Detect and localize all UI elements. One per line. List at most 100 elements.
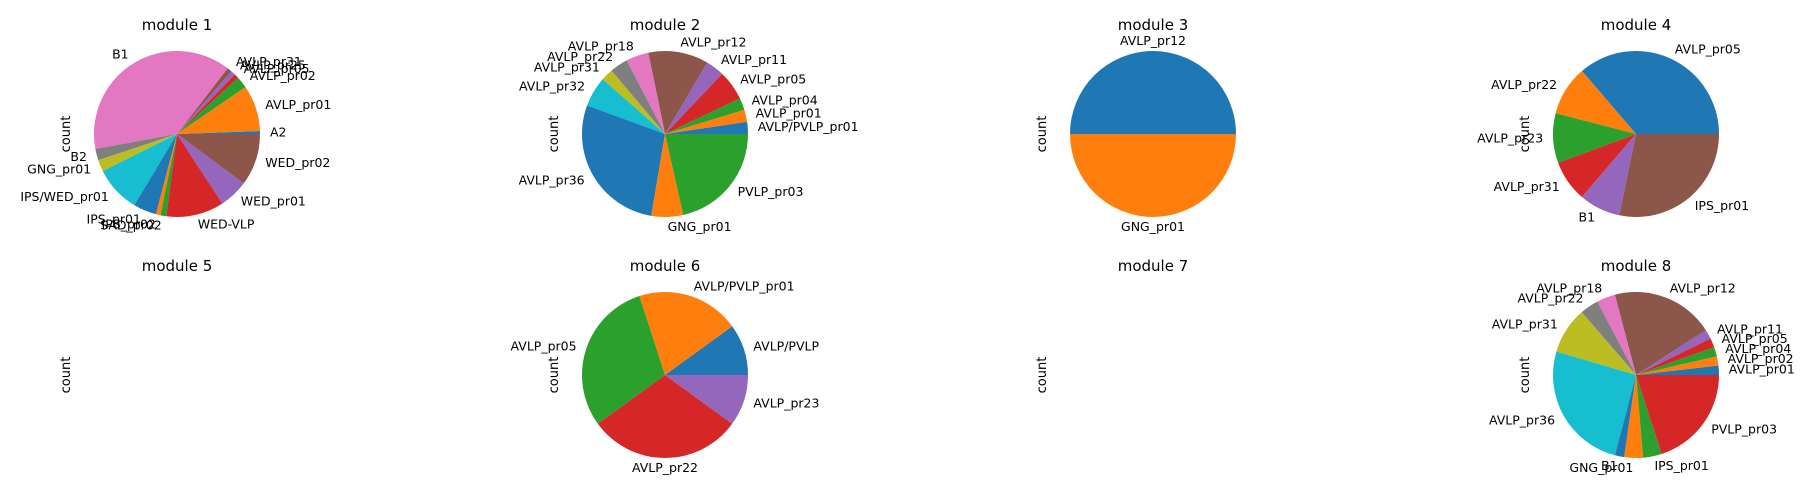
chart-title: module 4 [1601,16,1672,34]
slice-label: AVLP/PVLP_pr01 [758,119,859,134]
pie-slice [94,51,228,149]
pie-slice [177,134,244,204]
pie-slice [1555,71,1636,134]
y-axis-label: count [1035,357,1050,394]
slice-label: WED_pr02 [265,155,330,170]
pie-slice [665,109,748,134]
pie-slice [581,105,665,216]
pie-slice [1636,338,1715,375]
slice-label: B2 [70,149,87,164]
pie-slice [177,77,246,134]
chart-title: module 5 [142,257,213,275]
pie-slice [581,296,665,424]
y-axis-label: count [1518,357,1533,394]
pie-slice [1636,365,1719,375]
slice-label: AVLP_pr32 [519,79,585,94]
slice-label: IPS_pr01 [1654,458,1708,473]
pie-slice [665,134,748,215]
slice-label: PVLP_pr03 [1711,422,1777,437]
pie-module-8: module 8 count AVLP_pr01AVLP_pr02AVLP_pr04… [1489,257,1795,475]
pie-slice [665,73,740,134]
pie-slice [1636,330,1711,375]
slice-label: AVLP_pr18 [1536,280,1602,295]
pie-slice [1558,134,1636,197]
pie-slice [648,51,708,134]
pie-slice [160,134,177,217]
slice-label: AVLP_pr11 [721,52,787,67]
slice-label: AVLP/PVLP_pr01 [694,279,795,294]
pie-slice [1070,51,1236,134]
pie-module-4: module 4 count AVLP_pr05 AVLP_pr22 AVLP_pr23… [1477,16,1749,224]
pie-slice [166,134,223,218]
chart-title: module 8 [1601,257,1672,275]
pie-module-6: module 6 count AVLP/PVLP AVLP/PVLP_pr01 AVLP… [511,257,820,475]
pie-slice [665,121,748,134]
slice-label: WED_pr01 [241,194,306,209]
slice-label: SAD_pr02 [100,218,162,233]
pie-slice [1553,113,1636,163]
pie-slice [1636,356,1719,375]
pie-slice [177,74,239,134]
chart-title: module 2 [630,16,701,34]
chart-title: module 7 [1118,257,1189,275]
slice-label: AVLP_pr22 [1491,77,1557,92]
y-axis-label: count [1518,116,1533,153]
slice-label: AVLP_pr25 [240,57,306,72]
pie-slice [1636,375,1719,454]
slice-label: AVLP_pr01 [1729,362,1795,377]
pie-slice [1636,375,1662,458]
slice-label: IPS/WED_pr01 [20,189,108,204]
slice-label: WED-VLP [198,217,255,232]
pie-module-5: module 5 count [59,257,212,393]
slice-label: AVLP_pr11 [1717,321,1783,336]
pie-slice [98,134,177,172]
slice-label: GNG_pr01 [27,162,91,177]
pie-slice [639,291,733,375]
slice-label: AVLP_pr31 [236,54,302,69]
pie-slice [177,134,260,184]
pie-slice [602,70,665,134]
slice-label: AVLP_pr04 [752,92,818,107]
pie-slice [665,62,723,134]
pie-slice [1624,375,1644,459]
slice-label: A2 [270,124,287,139]
pie-slice [177,71,235,134]
slice-label: AVLP_pr02 [250,68,316,83]
slice-label: AVLP_pr12 [1120,33,1186,48]
pie-slice [1581,134,1636,216]
y-axis-label: count [59,357,74,394]
slice-label: AVLP_pr05 [244,61,310,76]
pie-slice [1619,134,1719,217]
slice-label: AVLP_pr02 [1728,351,1794,366]
slice-label: IPS_pr02 [102,217,156,232]
pie-slice [134,134,177,215]
pie-slice [1581,51,1719,134]
chart-title: module 6 [630,257,701,275]
pie-slice [665,375,748,424]
pie-slice [177,86,260,134]
slice-label: AVLP_pr18 [568,38,634,53]
slice-label: AVLP_pr22 [547,49,613,64]
slice-label: AVLP_pr05 [740,71,806,86]
pie-slice [102,134,177,206]
pie-slice [1556,312,1636,375]
slice-label: PVLP_pr03 [738,184,804,199]
slice-label: B1 [1579,209,1596,224]
slice-label: AVLP_pr01 [265,97,331,112]
pie-slice [587,79,665,134]
pie-slice [1636,347,1717,375]
pie-slice [597,375,733,459]
pie-slice [1614,375,1636,458]
slice-label: AVLP_pr23 [753,396,819,411]
pie-slice [95,134,177,161]
slice-label: AVLP_pr12 [680,34,746,49]
chart-title: module 3 [1118,16,1189,34]
slice-label: AVLP_pr36 [1489,413,1555,428]
slice-label: IPS_pr01 [1695,198,1749,213]
slice-label: AVLP_pr22 [1517,290,1583,305]
slice-label: AVLP_pr04 [1725,341,1791,356]
pie-slice [1614,292,1706,375]
slice-label: AVLP_pr31 [1492,317,1558,332]
